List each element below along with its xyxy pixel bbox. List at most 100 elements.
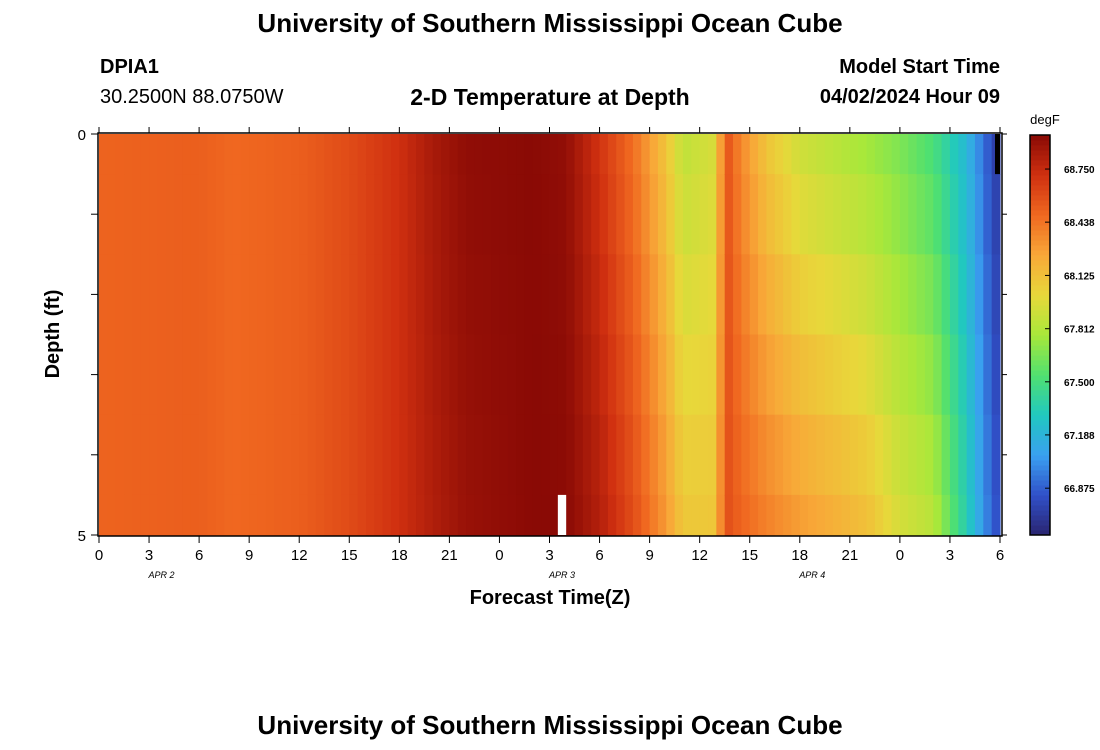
- colorbar-swatch: [1030, 315, 1050, 321]
- heatmap-cell: [157, 334, 167, 416]
- heatmap-cells: [99, 134, 1001, 536]
- heatmap-cell: [724, 254, 734, 336]
- heatmap-cell: [282, 134, 292, 175]
- heatmap-cell: [532, 254, 542, 336]
- heatmap-cell: [699, 414, 709, 496]
- colorbar-swatch: [1030, 135, 1050, 141]
- heatmap-cell: [466, 414, 476, 496]
- heatmap-cell: [758, 414, 767, 496]
- heatmap-cell: [974, 254, 984, 336]
- heatmap-cell: [833, 174, 843, 255]
- heatmap-cell: [474, 494, 484, 536]
- heatmap-cell: [474, 174, 484, 255]
- heatmap-cell: [332, 174, 342, 255]
- heatmap-cell: [482, 134, 492, 175]
- heatmap-cell: [657, 494, 667, 536]
- heatmap-cell: [290, 134, 300, 175]
- heatmap-cell: [966, 174, 976, 255]
- heatmap-cell: [541, 334, 551, 416]
- heatmap-cell: [115, 174, 125, 255]
- heatmap-cell: [974, 134, 984, 175]
- heatmap-cell: [315, 494, 325, 536]
- colorbar-swatch: [1030, 370, 1050, 376]
- heatmap-cell: [332, 414, 342, 496]
- heatmap-cell: [716, 414, 726, 496]
- heatmap-cell: [916, 334, 926, 416]
- heatmap-cell: [758, 334, 767, 416]
- heatmap-cell: [532, 414, 542, 496]
- heatmap-cell: [716, 254, 726, 336]
- colorbar-swatch: [1030, 205, 1050, 211]
- x-tick-label: 0: [95, 547, 103, 564]
- heatmap-cell: [824, 254, 834, 336]
- colorbar: 68.750 68.438 68.125 67.812 67.500 67.188 66.8…: [1029, 112, 1095, 536]
- heatmap-cell: [899, 334, 909, 416]
- colorbar-swatch: [1030, 310, 1050, 316]
- heatmap-cell: [199, 414, 209, 496]
- heatmap-cell: [624, 494, 634, 536]
- heatmap-cell: [516, 134, 526, 175]
- heatmap-cell: [566, 414, 576, 496]
- heatmap-cell: [657, 134, 667, 175]
- x-tick-label: 18: [391, 547, 408, 564]
- heatmap-cell: [574, 134, 584, 175]
- x-tick-label: 3: [145, 547, 153, 564]
- heatmap-cell: [507, 414, 517, 496]
- heatmap-cell: [449, 414, 459, 496]
- heatmap-cell: [908, 414, 918, 496]
- heatmap-cell: [240, 174, 250, 255]
- heatmap-cell: [332, 254, 342, 336]
- heatmap-cell: [491, 414, 501, 496]
- heatmap-cell: [124, 174, 133, 255]
- heatmap-cell: [924, 494, 934, 536]
- colorbar-swatch: [1030, 200, 1050, 206]
- x-tick-label: 6: [996, 547, 1004, 564]
- heatmap-cell: [891, 174, 901, 255]
- heatmap-cell: [432, 174, 442, 255]
- heatmap-cell: [582, 134, 592, 175]
- heatmap-cell: [791, 414, 801, 496]
- heatmap-cell: [240, 134, 250, 175]
- heatmap-cell: [115, 494, 125, 536]
- heatmap-cell: [574, 334, 584, 416]
- heatmap-cell: [399, 254, 409, 336]
- heatmap-cell: [265, 174, 275, 255]
- colorbar-swatch: [1030, 490, 1050, 496]
- heatmap-cell: [566, 334, 576, 416]
- heatmap-cell: [624, 334, 634, 416]
- heatmap-cell: [349, 254, 359, 336]
- heatmap-cell: [799, 254, 809, 336]
- heatmap-cell: [215, 494, 225, 536]
- heatmap-cell: [274, 414, 284, 496]
- heatmap-cell: [799, 494, 809, 536]
- heatmap-cell: [874, 494, 884, 536]
- heatmap-cell: [933, 134, 943, 175]
- heatmap-cell: [824, 494, 834, 536]
- heatmap-cell: [666, 134, 676, 175]
- heatmap-cell: [624, 414, 634, 496]
- heatmap-cell: [541, 414, 551, 496]
- heatmap-cell: [991, 254, 1001, 336]
- heatmap-cell: [849, 134, 859, 175]
- heatmap-cell: [599, 134, 609, 175]
- heatmap-cell: [524, 414, 534, 496]
- heatmap-cell: [599, 174, 609, 255]
- heatmap-cell: [908, 494, 918, 536]
- heatmap-cell: [357, 134, 367, 175]
- heatmap-cell: [390, 174, 400, 255]
- x-tick-label: 0: [896, 547, 904, 564]
- heatmap-cell: [958, 174, 968, 255]
- heatmap-cell: [833, 494, 843, 536]
- heatmap-cell: [716, 334, 726, 416]
- heatmap-cell: [741, 414, 751, 496]
- heatmap-cell: [899, 414, 909, 496]
- y-tick-label: 0: [78, 127, 86, 144]
- heatmap-cell: [140, 494, 150, 536]
- heatmap-cell: [541, 254, 551, 336]
- heatmap-cell: [499, 494, 509, 536]
- colorbar-swatch: [1030, 440, 1050, 446]
- heatmap-cell: [149, 254, 158, 336]
- colorbar-swatch: [1030, 340, 1050, 346]
- heatmap-cell: [674, 334, 684, 416]
